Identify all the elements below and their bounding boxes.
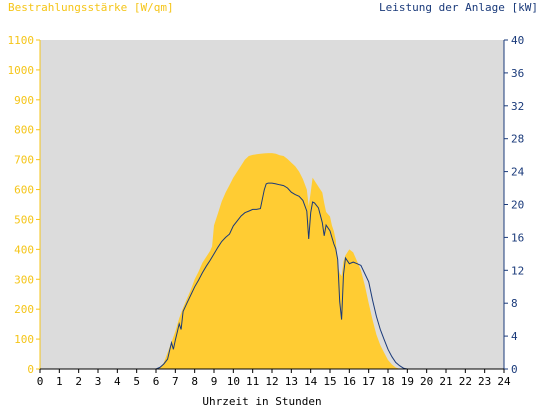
left-tick-label: 1000 xyxy=(8,64,35,77)
right-tick-label: 12 xyxy=(511,264,524,277)
right-tick-label: 4 xyxy=(511,330,518,343)
left-tick-label: 400 xyxy=(14,243,34,256)
right-tick-label: 0 xyxy=(511,363,518,376)
x-tick-label: 16 xyxy=(343,375,356,388)
x-tick-label: 19 xyxy=(401,375,414,388)
x-tick-label: 23 xyxy=(478,375,491,388)
x-tick-label: 4 xyxy=(114,375,121,388)
x-tick-label: 6 xyxy=(153,375,160,388)
x-tick-label: 14 xyxy=(304,375,318,388)
left-tick-label: 0 xyxy=(27,363,34,376)
x-tick-label: 20 xyxy=(420,375,433,388)
x-tick-label: 11 xyxy=(246,375,259,388)
axes: 0100200300400500600700800900100011000481… xyxy=(8,34,525,388)
x-tick-label: 24 xyxy=(497,375,511,388)
x-tick-label: 17 xyxy=(362,375,375,388)
x-tick-label: 12 xyxy=(265,375,278,388)
right-tick-label: 24 xyxy=(511,166,525,179)
left-tick-label: 700 xyxy=(14,154,34,167)
x-tick-label: 2 xyxy=(75,375,82,388)
left-tick-label: 800 xyxy=(14,124,34,137)
right-tick-label: 36 xyxy=(511,67,524,80)
right-tick-label: 40 xyxy=(511,34,524,47)
x-tick-label: 9 xyxy=(211,375,218,388)
left-tick-label: 600 xyxy=(14,184,34,197)
x-tick-label: 18 xyxy=(381,375,394,388)
left-tick-label: 300 xyxy=(14,273,34,286)
x-tick-label: 22 xyxy=(459,375,472,388)
x-tick-label: 7 xyxy=(172,375,179,388)
right-axis-label: Leistung der Anlage [kW] xyxy=(379,1,538,14)
x-tick-label: 8 xyxy=(191,375,198,388)
left-axis-label: Bestrahlungsstärke [W/qm] xyxy=(8,1,174,14)
x-tick-label: 3 xyxy=(95,375,102,388)
right-tick-label: 20 xyxy=(511,199,524,212)
x-tick-label: 10 xyxy=(227,375,240,388)
right-tick-label: 32 xyxy=(511,100,524,113)
left-tick-label: 900 xyxy=(14,94,34,107)
x-axis-label: Uhrzeit in Stunden xyxy=(202,395,321,408)
left-tick-label: 200 xyxy=(14,303,34,316)
irradiance-area xyxy=(40,153,504,369)
x-tick-label: 5 xyxy=(133,375,140,388)
right-tick-label: 16 xyxy=(511,231,524,244)
right-tick-label: 28 xyxy=(511,133,524,146)
x-tick-label: 13 xyxy=(285,375,298,388)
right-tick-label: 8 xyxy=(511,297,518,310)
x-tick-label: 1 xyxy=(56,375,63,388)
left-tick-label: 100 xyxy=(14,333,34,346)
x-tick-label: 0 xyxy=(37,375,44,388)
left-tick-label: 500 xyxy=(14,213,34,226)
x-tick-label: 21 xyxy=(439,375,452,388)
x-tick-label: 15 xyxy=(323,375,336,388)
left-tick-label: 1100 xyxy=(8,34,35,47)
power-line xyxy=(40,182,504,370)
